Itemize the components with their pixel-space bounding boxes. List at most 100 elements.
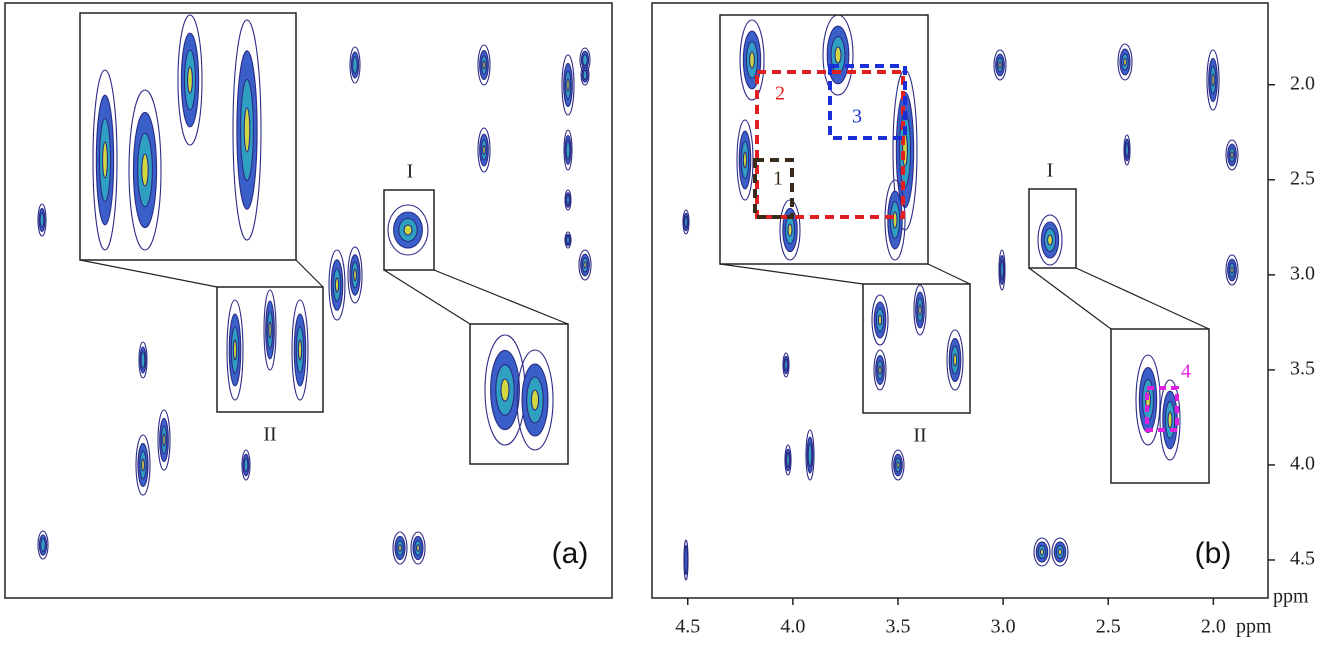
contour: [684, 545, 688, 575]
x-tick-label: 2.0: [1201, 616, 1226, 638]
inset-box: [216, 286, 324, 413]
contour: [563, 129, 573, 171]
contour: [739, 19, 765, 101]
contour: [530, 389, 540, 411]
contour: [349, 46, 361, 84]
contour: [398, 544, 402, 552]
contour: [291, 299, 309, 401]
contour: [782, 352, 790, 378]
contour: [352, 56, 358, 74]
contour: [241, 449, 251, 481]
contour: [1211, 73, 1215, 87]
contour: [784, 444, 792, 476]
dashed-box: [828, 64, 907, 140]
box-label: 3: [852, 106, 862, 128]
y-tick-label: 4.0: [1290, 453, 1315, 475]
contour: [1225, 254, 1239, 286]
contour: [1230, 266, 1234, 274]
contour: [578, 249, 592, 281]
x-tick-label: 2.5: [1096, 616, 1121, 638]
contour: [993, 49, 1007, 81]
contour: [1135, 354, 1161, 446]
panel-a-frame: [4, 2, 613, 599]
inset-link: [295, 259, 324, 288]
inset-label: I: [1047, 160, 1054, 182]
contour: [157, 409, 171, 471]
contour: [416, 544, 420, 552]
contour: [500, 378, 510, 402]
contour: [786, 452, 790, 468]
contour: [403, 224, 413, 236]
inset-label: II: [913, 425, 926, 447]
contour: [1117, 43, 1133, 81]
inset-label: I: [407, 161, 414, 183]
contour: [564, 189, 572, 211]
inset-box: [1110, 328, 1210, 484]
contour: [566, 194, 570, 206]
contour: [1033, 537, 1051, 567]
panel-b-frame: [651, 2, 1269, 599]
contour: [392, 531, 408, 565]
x-tick-label: 3.0: [991, 616, 1016, 638]
contour: [263, 289, 277, 371]
contour: [566, 78, 570, 92]
contour: [873, 349, 887, 391]
contour: [1047, 234, 1053, 246]
contour: [410, 531, 426, 565]
contour: [477, 44, 491, 86]
y-tick-label: 2.0: [1290, 72, 1315, 94]
contour: [998, 249, 1006, 291]
panel-label: (a): [552, 537, 589, 570]
contour: [177, 14, 203, 146]
contour: [583, 261, 587, 269]
inset-box: [469, 323, 569, 465]
dashed-box: [753, 158, 794, 219]
contour: [1057, 548, 1063, 556]
contour: [892, 211, 898, 229]
y-unit: ppm: [1273, 586, 1309, 608]
contour: [566, 235, 570, 245]
contour: [328, 249, 346, 321]
contour: [40, 538, 46, 552]
contour: [243, 107, 251, 153]
contour: [243, 457, 249, 473]
contour: [347, 246, 363, 304]
contour: [138, 341, 148, 379]
contour: [1206, 49, 1220, 111]
inset-label: II: [263, 424, 276, 446]
x-tick-label: 4.5: [675, 616, 700, 638]
inset-box: [79, 12, 297, 261]
contour: [477, 127, 491, 173]
inset-link: [79, 259, 218, 288]
contour: [334, 277, 340, 293]
contour: [482, 145, 486, 155]
x-tick-label: 4.0: [780, 616, 805, 638]
contour: [834, 46, 842, 64]
contour: [784, 358, 788, 372]
contour: [1000, 260, 1004, 280]
y-tick-label: 3.5: [1290, 357, 1315, 379]
contour: [582, 53, 588, 67]
contour: [1123, 57, 1127, 67]
contour: [1167, 411, 1173, 429]
contour: [742, 151, 748, 169]
contour: [128, 89, 162, 251]
contour: [482, 60, 486, 70]
contour: [516, 349, 554, 451]
contour: [1039, 548, 1045, 556]
inset-link: [383, 269, 471, 325]
contour: [297, 339, 303, 361]
contour: [1125, 142, 1129, 158]
contour: [896, 461, 900, 469]
contours: [37, 14, 1239, 581]
contour: [268, 321, 272, 339]
inset-link: [1075, 267, 1210, 330]
contour: [877, 314, 883, 326]
contour: [162, 433, 166, 447]
contour: [387, 204, 429, 256]
contour: [561, 54, 575, 116]
contour: [92, 69, 118, 251]
panel-label: (b): [1195, 537, 1232, 570]
contour: [39, 212, 45, 228]
contour: [884, 179, 906, 261]
